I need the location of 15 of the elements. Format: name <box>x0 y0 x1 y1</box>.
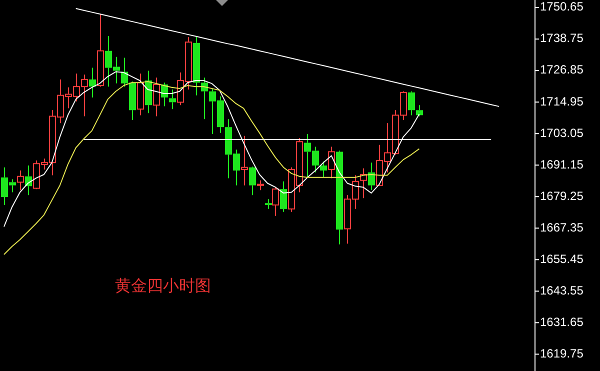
y-tick-label: 1703.05 <box>540 126 584 140</box>
y-tick-label: 1619.75 <box>540 346 584 360</box>
y-tick-label: 1655.45 <box>540 252 584 266</box>
line-series <box>75 8 500 107</box>
y-tick-label: 1691.15 <box>540 157 584 172</box>
y-tick-label: 1643.55 <box>540 283 584 298</box>
y-tick-label: 1726.85 <box>540 62 584 77</box>
y-tick-label: 1667.35 <box>540 220 584 234</box>
line-series <box>3 81 420 255</box>
y-tick-label: 1679.25 <box>540 188 584 203</box>
y-tick-label: 1714.95 <box>540 94 584 108</box>
y-tick-label: 1738.75 <box>540 31 584 46</box>
annotation: 黄金四小时图 <box>115 276 211 295</box>
y-tick-label: 1750.65 <box>540 0 584 14</box>
y-tick-label: 1631.65 <box>540 314 584 329</box>
